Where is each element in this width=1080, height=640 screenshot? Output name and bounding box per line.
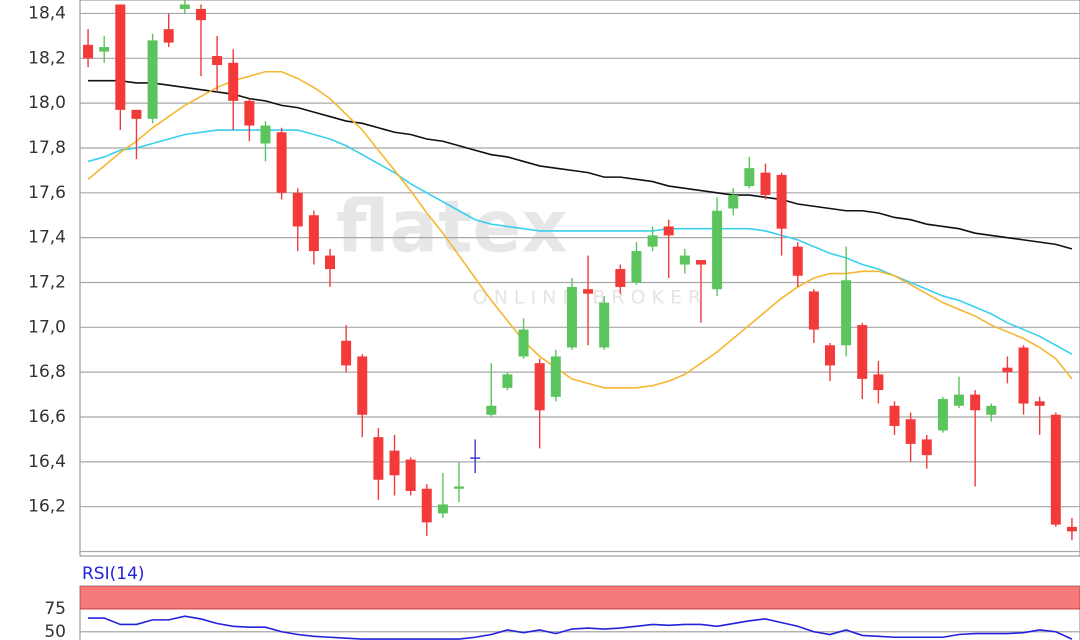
rsi-title: RSI(14) [82, 564, 145, 584]
y-tick-label: 18,2 [28, 48, 66, 68]
candle-body [986, 405, 997, 415]
candle-body [857, 325, 868, 379]
candle-body [1034, 401, 1045, 406]
candle-body [744, 168, 755, 187]
y-tick-label: 16,4 [28, 452, 66, 472]
candle-body [179, 4, 190, 9]
overbought-band [80, 586, 1080, 610]
candle-body [115, 4, 126, 110]
candle-body [954, 394, 965, 406]
y-tick-label: 50 [44, 622, 66, 640]
candle-body [615, 269, 626, 287]
candle-body [454, 486, 465, 489]
candle-body [292, 192, 303, 227]
candle-body [308, 215, 319, 252]
watermark: flatex [336, 185, 568, 269]
candle-body [470, 457, 481, 459]
y-tick-label: 18,0 [28, 93, 66, 113]
candle-body [712, 210, 723, 290]
candle-body [873, 374, 884, 391]
candle-body [195, 8, 206, 21]
candle-body [325, 255, 335, 270]
y-tick-label: 16,6 [28, 407, 66, 427]
candle-body [341, 340, 352, 366]
candle-body [550, 356, 561, 397]
watermark-subtitle: ONLINE BROKER [473, 287, 707, 309]
candle-body [83, 44, 94, 59]
candle-body [534, 363, 545, 411]
candle-body [502, 374, 513, 388]
candle-body [260, 125, 271, 144]
candle-body [679, 255, 690, 265]
candle-body [937, 399, 948, 431]
moving-average-line [87, 129, 1073, 355]
y-tick-label: 17,0 [28, 317, 66, 337]
candle-body [825, 345, 835, 366]
candle-body [244, 100, 255, 126]
candle-body [1050, 414, 1061, 525]
y-tick-label: 18,4 [28, 3, 66, 23]
candle-body [405, 459, 416, 491]
candle-body [373, 437, 384, 480]
plot-area [79, 0, 1080, 557]
candle-body [437, 504, 448, 514]
candle-body [131, 109, 142, 119]
candle-body [663, 226, 674, 236]
y-tick-label: 17,4 [28, 228, 66, 248]
candle-body [147, 40, 158, 119]
moving-average-line [87, 70, 1073, 389]
candle-body [760, 172, 771, 196]
candle-body [792, 246, 803, 276]
main-plot [80, 0, 1080, 553]
candle-body [889, 405, 900, 426]
candle-body [276, 132, 287, 193]
y-axis: 16,2 16,4 16,6 16,8 17,0 17,2 17,4 17,6 17,8 18,0… [28, 3, 66, 516]
y-tick-label: 17,8 [28, 138, 66, 158]
candle-body [583, 289, 594, 294]
candle-body [631, 251, 642, 283]
candle-body [357, 356, 368, 415]
candle-body [1002, 367, 1013, 373]
y-tick-label: 16,2 [28, 497, 66, 517]
candle-body [421, 488, 432, 523]
candle-body [99, 47, 110, 52]
candle-body [728, 195, 739, 209]
candle-body [389, 450, 400, 476]
rsi-plot [80, 586, 1080, 640]
y-tick-label: 75 [44, 599, 66, 619]
y-tick-label: 16,8 [28, 362, 66, 382]
candle-body [647, 235, 658, 247]
candle-body [163, 29, 174, 43]
candle-body [518, 329, 529, 357]
candle-body [970, 394, 981, 411]
candle-body [566, 286, 577, 348]
candle-body [228, 62, 239, 101]
candle-body [486, 405, 497, 415]
candle-body [695, 260, 706, 265]
candle-body [841, 280, 852, 346]
candle-body [921, 439, 932, 456]
y-tick-label: 17,2 [28, 272, 66, 292]
rsi-line [88, 615, 1073, 640]
candle-body [212, 56, 223, 66]
candle-body [1018, 347, 1029, 404]
candle-body [776, 174, 787, 229]
candle-body [905, 419, 916, 444]
y-tick-label: 17,6 [28, 183, 66, 203]
candle-body [1066, 526, 1077, 532]
moving-average-line [88, 79, 1073, 250]
candle-body [599, 302, 610, 348]
candle-body [808, 291, 819, 330]
